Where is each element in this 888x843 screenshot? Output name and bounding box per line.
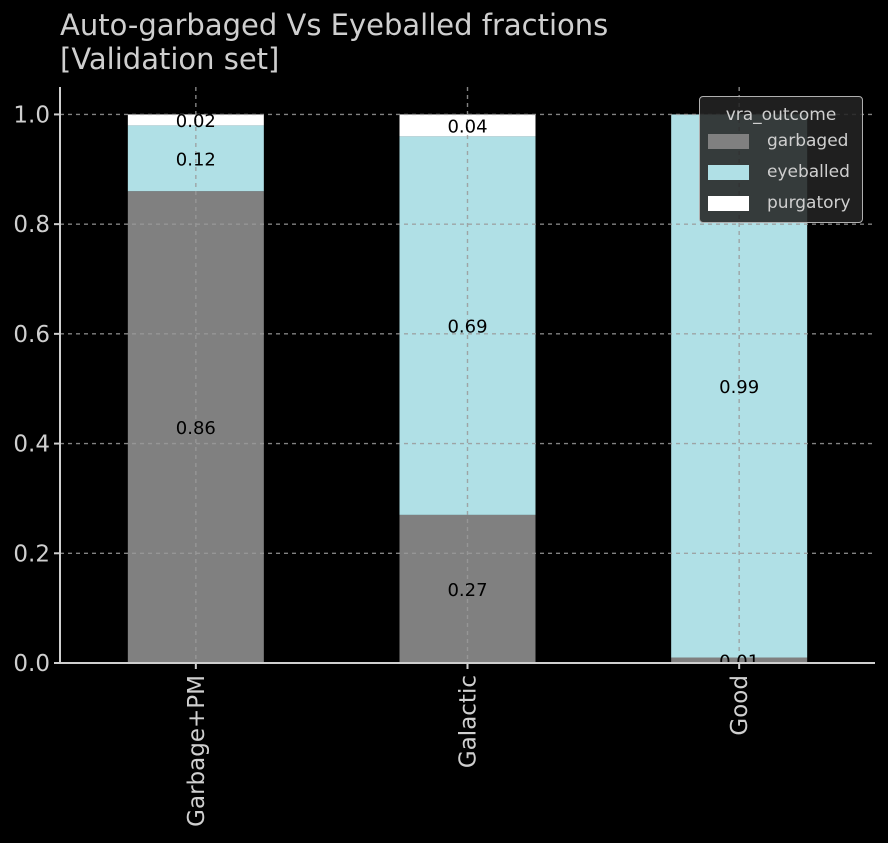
data-label-eyeballed-2: 0.99 bbox=[719, 377, 759, 398]
legend-title: vra_outcome bbox=[725, 105, 837, 125]
legend-item-garbaged: garbaged bbox=[708, 131, 848, 151]
bar-garbaged-2 bbox=[671, 657, 808, 663]
data-label-purgatory-1: 0.04 bbox=[447, 116, 487, 137]
legend-swatch-garbaged bbox=[708, 133, 749, 149]
data-label-eyeballed-0: 0.12 bbox=[176, 149, 216, 170]
bar-purgatory-1 bbox=[399, 114, 536, 137]
legend-label-eyeballed: eyeballed bbox=[767, 162, 850, 182]
y-tick-label-2: 0.4 bbox=[13, 432, 50, 458]
y-tick-label-3: 0.6 bbox=[13, 322, 50, 348]
chart-title: Auto-garbaged Vs Eyeballed fractions [Va… bbox=[60, 8, 608, 76]
data-label-purgatory-0: 0.02 bbox=[176, 111, 216, 132]
data-label-garbaged-0: 0.86 bbox=[176, 418, 216, 439]
data-label-eyeballed-1: 0.69 bbox=[447, 317, 487, 338]
legend: vra_outcome garbaged eyeballed purgatory bbox=[699, 96, 863, 223]
chart-title-line-2: [Validation set] bbox=[60, 42, 280, 76]
data-label-garbaged-2: 0.01 bbox=[719, 651, 759, 672]
y-tick-label-0: 0.0 bbox=[13, 651, 50, 677]
legend-label-garbaged: garbaged bbox=[767, 131, 849, 151]
legend-item-purgatory: purgatory bbox=[708, 193, 851, 213]
y-tick-label-4: 0.8 bbox=[13, 212, 50, 238]
chart-title-line-1: Auto-garbaged Vs Eyeballed fractions bbox=[60, 8, 609, 42]
legend-label-purgatory: purgatory bbox=[767, 193, 851, 213]
y-tick-label-5: 1.0 bbox=[13, 102, 50, 128]
x-tick-label-0: Garbage+PM bbox=[184, 675, 210, 827]
legend-swatch-eyeballed bbox=[708, 164, 749, 180]
bar-garbaged-1 bbox=[399, 514, 536, 663]
y-tick-label-1: 0.2 bbox=[13, 541, 50, 567]
legend-item-eyeballed: eyeballed bbox=[708, 162, 850, 182]
data-label-garbaged-1: 0.27 bbox=[447, 580, 487, 601]
x-tick-label-2: Good bbox=[727, 675, 753, 736]
x-tick-label-1: Galactic bbox=[456, 675, 482, 768]
legend-swatch-purgatory bbox=[708, 195, 749, 211]
